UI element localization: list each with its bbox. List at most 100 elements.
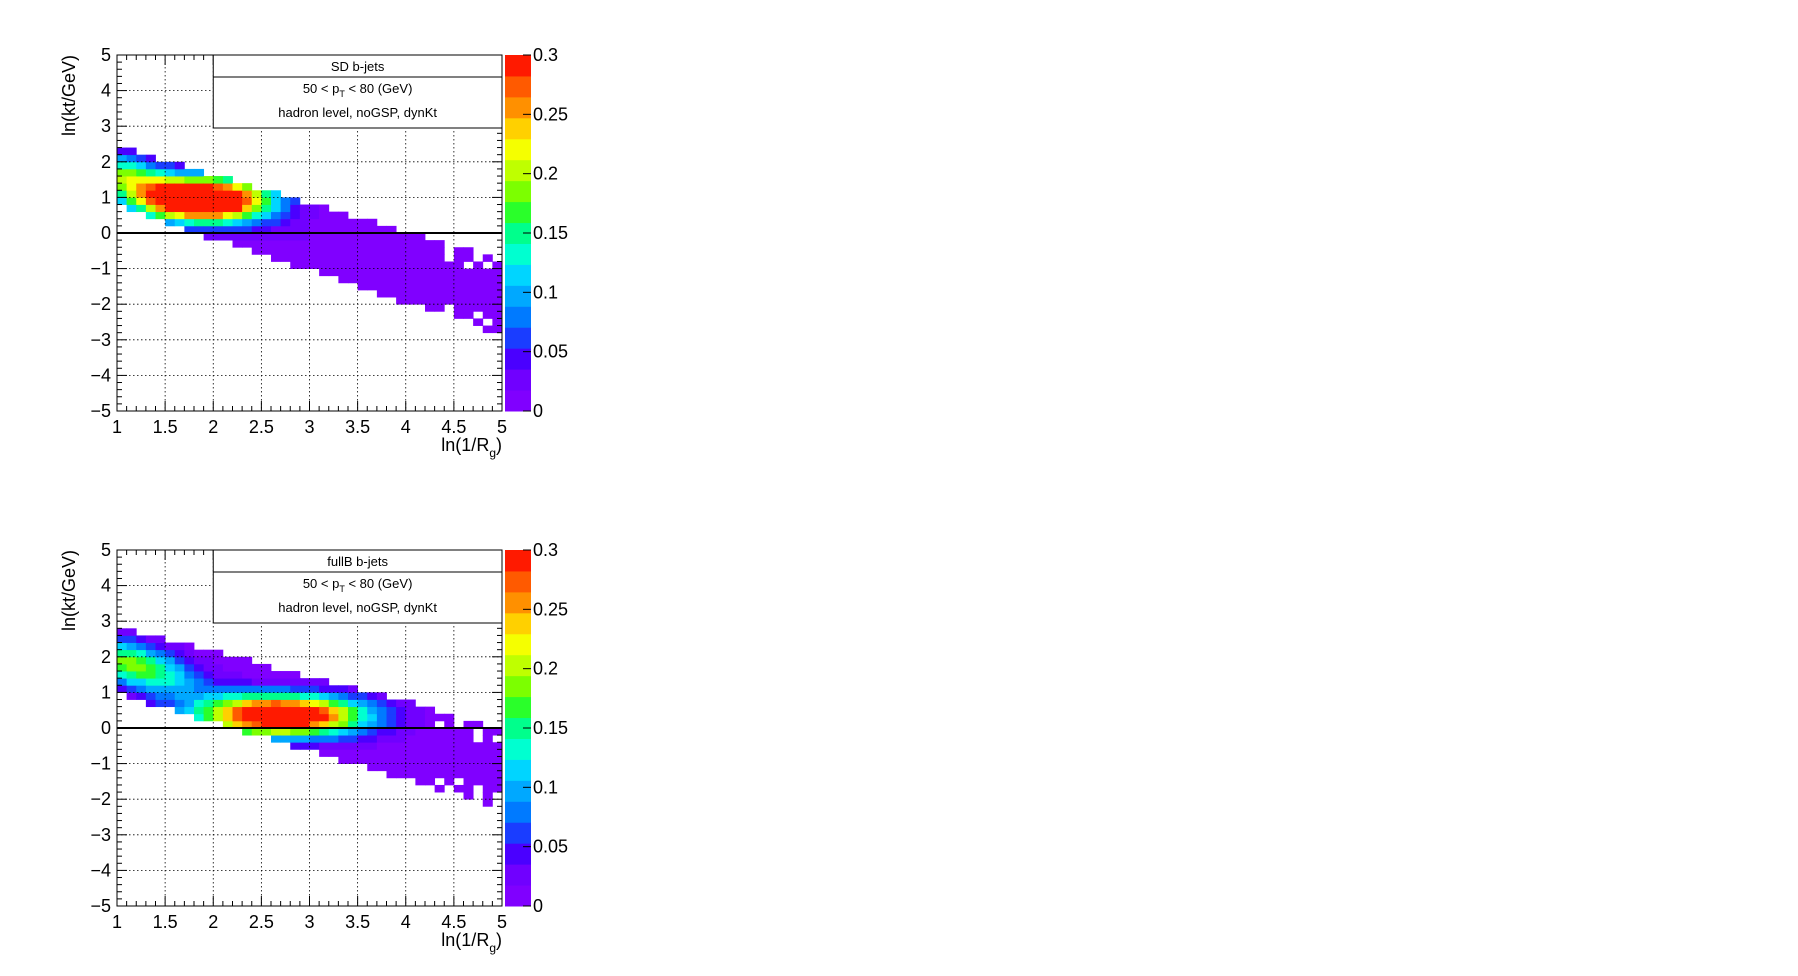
heatmap-bin <box>136 685 147 693</box>
heatmap-bin <box>174 663 185 672</box>
heatmap-bin <box>136 663 147 672</box>
y-tick-label: −3 <box>90 330 111 350</box>
heatmap-bin <box>473 297 484 305</box>
heatmap-bin <box>376 240 387 248</box>
heatmap-bin <box>319 742 330 750</box>
heatmap-bin <box>376 720 387 729</box>
heatmap-bin <box>367 735 378 743</box>
heatmap-bin <box>261 240 272 248</box>
heatmap-bin <box>396 282 407 291</box>
heatmap-bin <box>367 742 378 750</box>
heatmap-bin <box>492 784 503 793</box>
heatmap-bin <box>425 275 436 284</box>
heatmap-bin <box>473 275 484 284</box>
heatmap-bin <box>492 325 503 334</box>
heatmap-bin <box>165 656 176 665</box>
heatmap-bin <box>434 297 445 305</box>
heatmap-bin <box>251 190 262 198</box>
heatmap-bin <box>425 713 436 722</box>
heatmap-bin <box>126 663 137 672</box>
heatmap-bin <box>299 735 310 743</box>
heatmap-bin <box>117 649 128 658</box>
heatmap-bin <box>136 204 147 213</box>
heatmap-bin <box>174 197 185 205</box>
heatmap-bin <box>299 685 310 693</box>
heatmap-bin <box>165 678 176 686</box>
colorbar-segment <box>505 222 531 244</box>
heatmap-bin <box>280 692 291 700</box>
colorbar-segment <box>505 780 531 802</box>
heatmap-bin <box>425 763 436 772</box>
heatmap-bin <box>348 268 359 277</box>
heatmap-bin <box>386 720 397 729</box>
heatmap-bin <box>309 261 320 269</box>
heatmap-bin <box>338 261 349 269</box>
heatmap-bin <box>492 777 503 786</box>
heatmap-bin <box>376 282 387 291</box>
colorbar-tick-label: 0.3 <box>533 45 558 65</box>
heatmap-bin <box>242 218 253 227</box>
heatmap-bin <box>463 763 474 772</box>
heatmap-bin <box>271 225 282 234</box>
heatmap-bin <box>463 728 474 736</box>
heatmap-bin <box>357 254 368 262</box>
heatmap-bin <box>482 304 493 312</box>
colorbar-tick-label: 0.25 <box>533 104 568 124</box>
heatmap-bin <box>434 713 445 722</box>
heatmap-bin <box>348 742 359 750</box>
heatmap-bin <box>348 218 359 227</box>
heatmap-bin <box>184 168 195 177</box>
heatmap-bin <box>309 742 320 750</box>
heatmap-bin <box>376 749 387 757</box>
legend-subscript: T <box>339 89 345 99</box>
heatmap-bin <box>482 268 493 277</box>
heatmap-bin <box>357 749 368 757</box>
heatmap-bin <box>261 720 272 729</box>
heatmap-bin <box>434 770 445 779</box>
heatmap-bin <box>396 261 407 269</box>
heatmap-bin <box>290 204 301 213</box>
heatmap-bin <box>203 233 214 241</box>
heatmap-bin <box>425 247 436 255</box>
heatmap-bin <box>280 671 291 679</box>
heatmap-bin <box>444 282 455 291</box>
heatmap-bin <box>473 282 484 291</box>
heatmap-bin <box>299 742 310 750</box>
heatmap-bin <box>261 663 272 672</box>
colorbar-tick-label: 0.3 <box>533 540 558 560</box>
heatmap-bin <box>213 699 224 708</box>
heatmap-bin <box>203 183 214 191</box>
heatmap-bin <box>453 282 464 291</box>
heatmap-bin <box>434 756 445 764</box>
heatmap-bin <box>213 211 224 220</box>
heatmap-bin <box>299 713 310 722</box>
heatmap-bin <box>482 728 493 736</box>
heatmap-bin <box>348 240 359 248</box>
heatmap-bin <box>473 770 484 779</box>
heatmap-bin <box>290 692 301 700</box>
heatmap-bin <box>367 756 378 764</box>
heatmap-bin <box>174 190 185 198</box>
heatmap-bin <box>405 247 416 255</box>
heatmap-bin <box>126 642 137 651</box>
colorbar-segment <box>505 717 531 739</box>
heatmap-bin <box>299 218 310 227</box>
heatmap-bin <box>290 671 301 679</box>
heatmap-bin <box>405 268 416 277</box>
heatmap-bin <box>203 176 214 184</box>
heatmap-bin <box>492 282 503 291</box>
heatmap-bin <box>348 699 359 708</box>
heatmap-bin <box>232 218 243 227</box>
heatmap-bin <box>376 233 387 241</box>
heatmap-bin <box>367 225 378 234</box>
heatmap-bin <box>309 225 320 234</box>
heatmap-bin <box>126 671 137 679</box>
heatmap-bin <box>444 756 455 764</box>
heatmap-bin <box>222 671 233 679</box>
heatmap-bin <box>117 168 128 177</box>
heatmap-bin <box>242 678 253 686</box>
heatmap-bin <box>348 706 359 715</box>
heatmap-bin <box>213 663 224 672</box>
heatmap-bin <box>367 261 378 269</box>
legend-suffix: < 80 (GeV) <box>345 576 413 591</box>
